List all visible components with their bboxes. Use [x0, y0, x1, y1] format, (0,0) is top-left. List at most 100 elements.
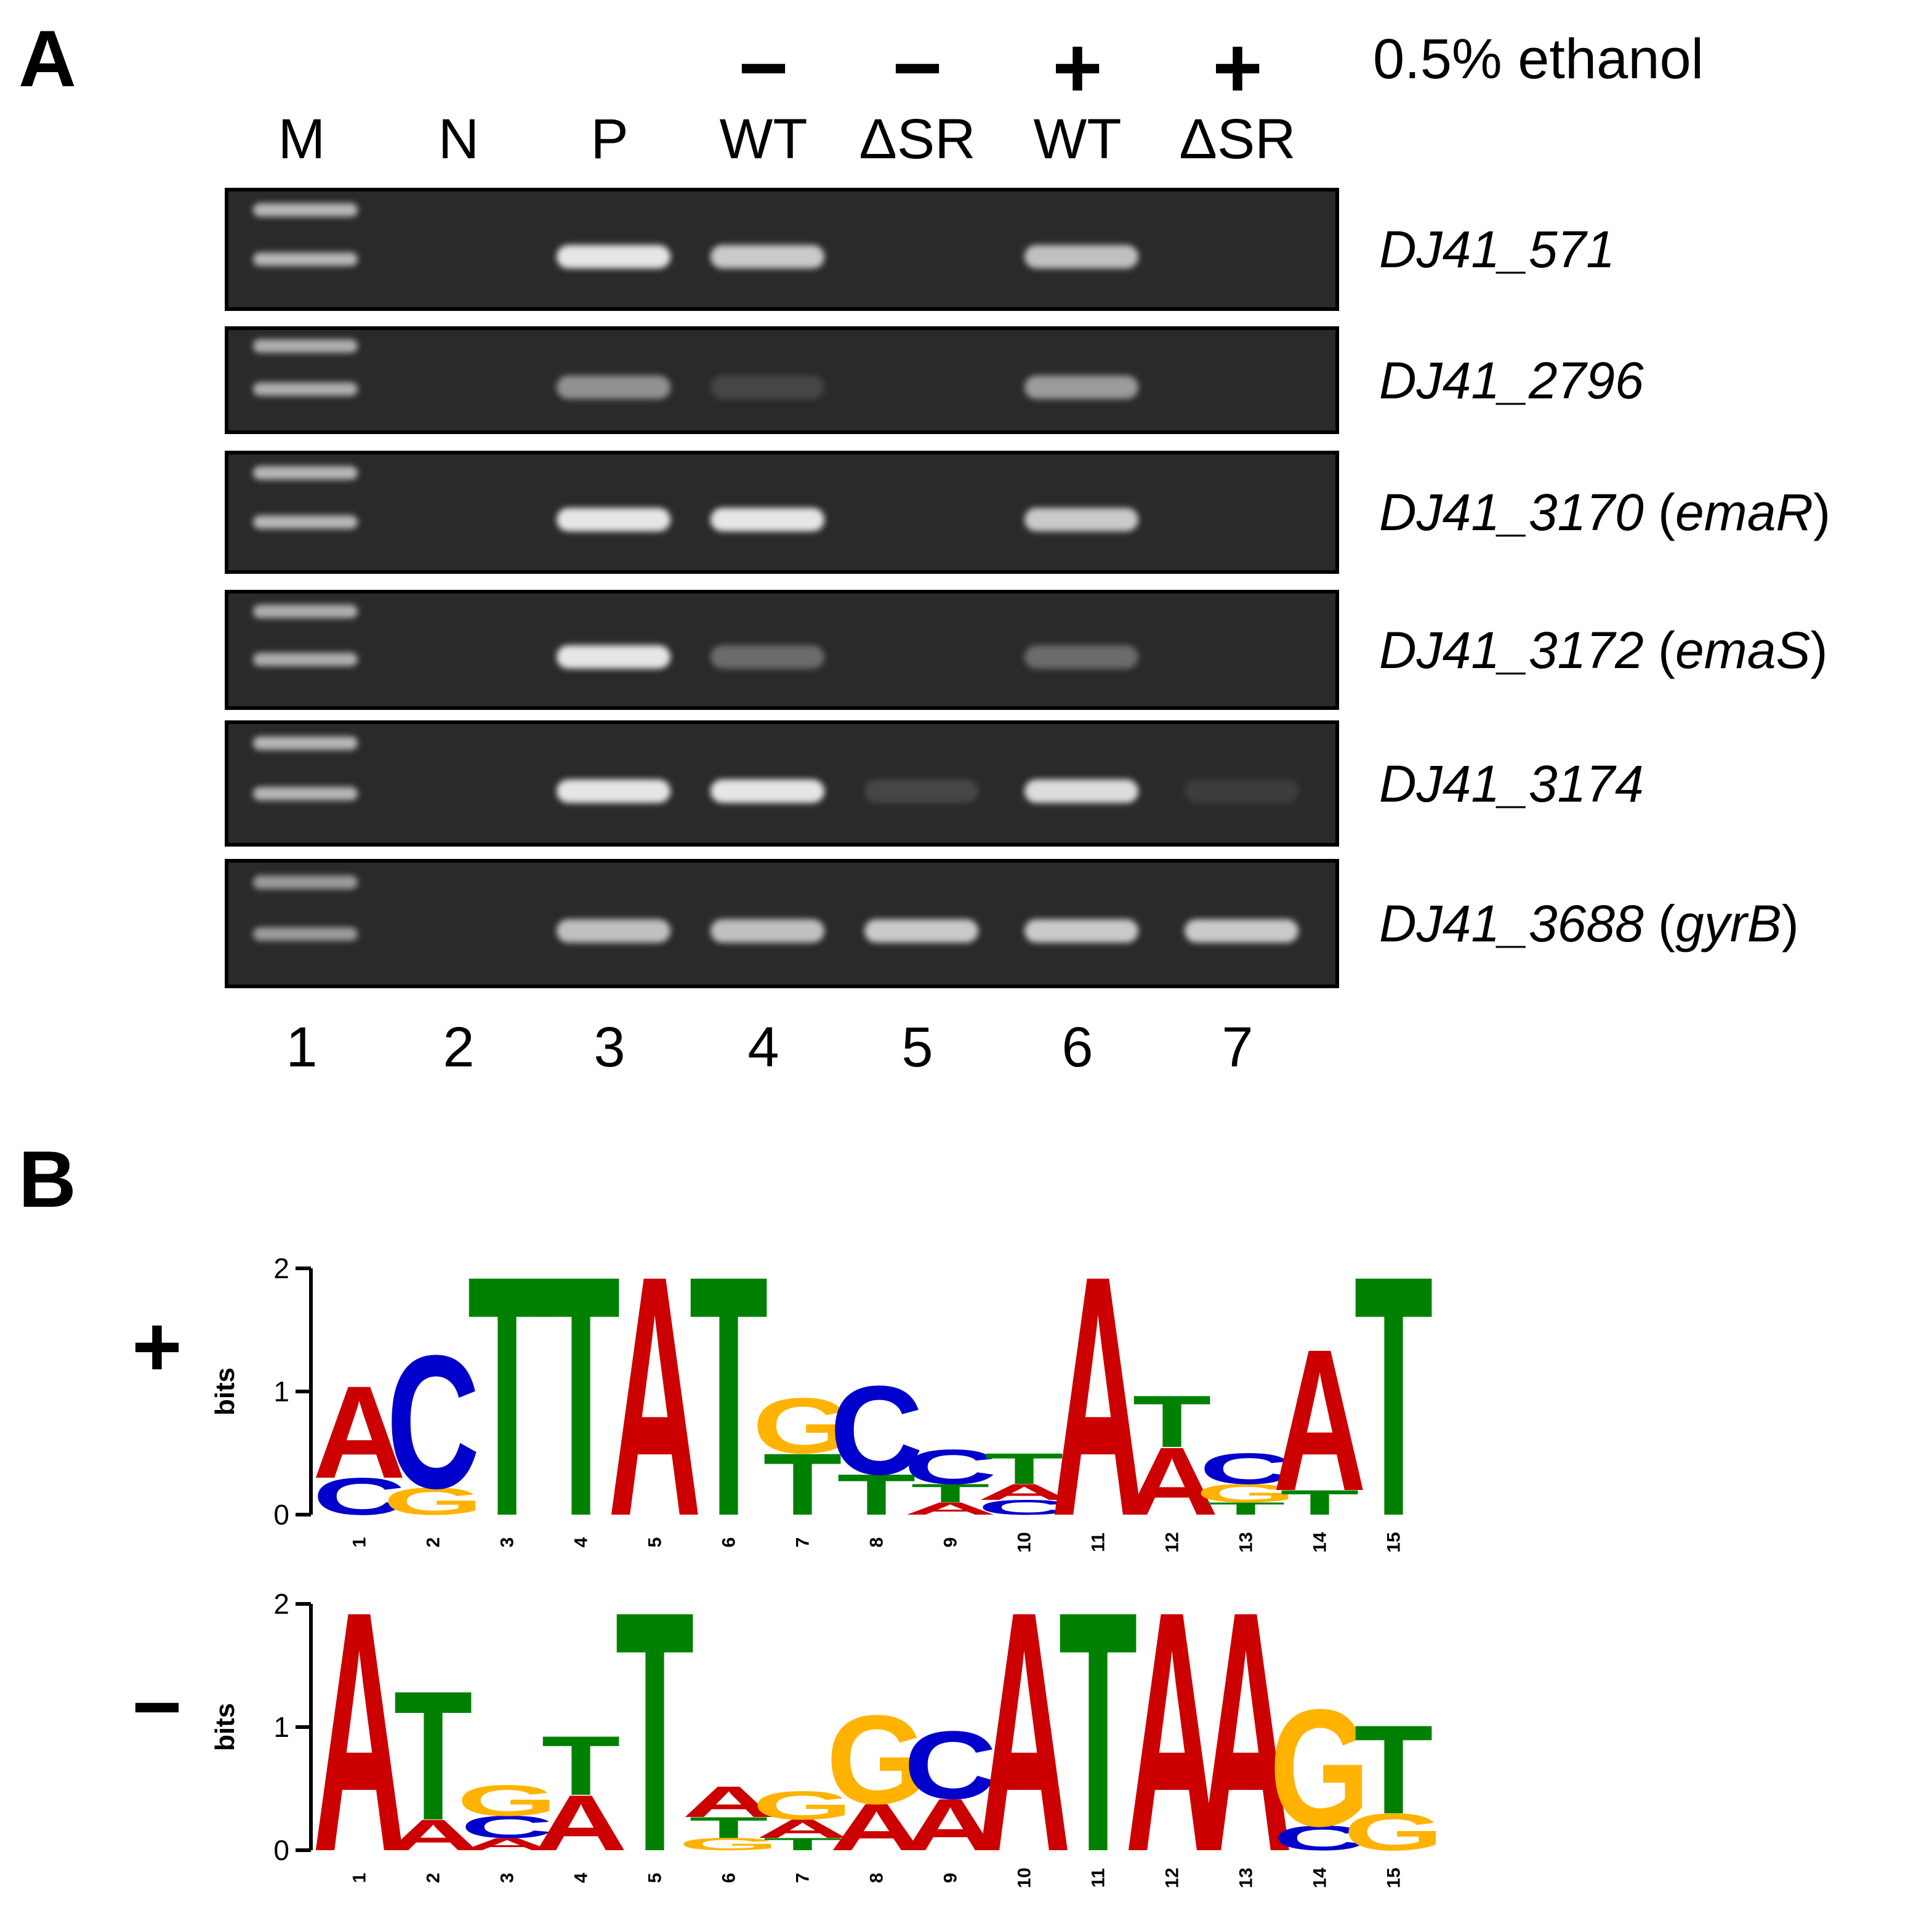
- pcr-band: [1024, 508, 1138, 531]
- y-tick-label: 1: [273, 1375, 289, 1408]
- lane-number: 4: [747, 1016, 779, 1079]
- logo-letter-G: G: [1270, 1675, 1370, 1861]
- ethanol-sign: +: [1212, 19, 1263, 116]
- lane-header: ΔSR: [1179, 108, 1296, 171]
- logo-letter-C: C: [1199, 1444, 1293, 1494]
- position-label: 7: [793, 1537, 813, 1548]
- ethanol-sign: +: [1052, 19, 1103, 116]
- logo-letter-T: T: [393, 1653, 472, 1859]
- gene-label: DJ41_3688 (gyrB): [1379, 895, 1799, 952]
- logo-letter-T: T: [541, 1205, 620, 1588]
- position-label: 11: [1089, 1868, 1109, 1888]
- pcr-band: [710, 245, 824, 268]
- logo-letter-A: A: [978, 1540, 1071, 1915]
- lane-number: 1: [286, 1016, 318, 1079]
- pcr-band: [556, 508, 670, 531]
- gene-id: DJ41_3172: [1379, 621, 1644, 679]
- strand-sign: +: [132, 1298, 182, 1395]
- marker-band: [253, 339, 358, 353]
- logo-letter-G: G: [826, 1689, 927, 1831]
- marker-band: [253, 927, 358, 941]
- logo-letter-A: A: [313, 1358, 406, 1505]
- logo-letter-T: T: [763, 1435, 842, 1534]
- gel-image: [225, 720, 1339, 847]
- logo-letter-G: G: [457, 1776, 557, 1826]
- y-axis-label: bits: [210, 1367, 240, 1416]
- pcr-band: [1184, 779, 1298, 803]
- logo-letter-T: T: [467, 1205, 546, 1588]
- pcr-band: [1184, 919, 1298, 943]
- logo-letter-T: T: [837, 1462, 916, 1527]
- pcr-band: [864, 779, 978, 803]
- logo-letter-A: A: [1273, 1307, 1367, 1533]
- position-label: 12: [1162, 1867, 1183, 1888]
- logo-letter-A: A: [1125, 1540, 1219, 1915]
- position-label: 7: [793, 1873, 813, 1883]
- pcr-band: [1024, 919, 1138, 943]
- position-label: 15: [1384, 1532, 1404, 1552]
- marker-band: [253, 605, 358, 619]
- logo-letter-C: C: [904, 1440, 997, 1495]
- logo-letter-T: T: [689, 1205, 768, 1588]
- lane-number: 5: [901, 1016, 933, 1079]
- marker-band: [253, 466, 358, 480]
- position-label: 3: [497, 1537, 518, 1548]
- marker-band: [253, 382, 358, 396]
- pcr-band: [1024, 645, 1138, 669]
- logo-letter-T: T: [1132, 1380, 1211, 1463]
- gel-image: [225, 188, 1339, 311]
- logo-letter-T: T: [615, 1540, 694, 1915]
- logo-letter-A: A: [978, 1479, 1071, 1505]
- gene-name: gyrB: [1675, 895, 1782, 952]
- gene-id: DJ41_3170: [1379, 483, 1644, 541]
- lane-header: WT: [719, 108, 808, 171]
- pcr-band: [710, 508, 824, 531]
- pcr-band: [710, 779, 824, 803]
- logo-letter-G: G: [752, 1381, 853, 1470]
- marker-band: [253, 203, 358, 217]
- y-tick-label: 1: [273, 1711, 289, 1743]
- position-label: 10: [1015, 1532, 1035, 1552]
- ethanol-sign: −: [892, 19, 943, 116]
- logo-letter-T: T: [1058, 1540, 1137, 1915]
- logo-letter-T: T: [689, 1811, 768, 1844]
- logo-letter-T: T: [541, 1718, 620, 1813]
- gene-id: DJ41_3174: [1379, 754, 1644, 813]
- gene-label: DJ41_2796: [1379, 355, 1644, 406]
- panel-b-label: B: [18, 1134, 76, 1224]
- position-label: 5: [645, 1537, 666, 1548]
- logo-letter-A: A: [1199, 1540, 1293, 1915]
- logo-letter-C: C: [978, 1496, 1071, 1519]
- position-label: 9: [941, 1537, 961, 1548]
- pcr-band: [1024, 779, 1138, 803]
- marker-band: [253, 736, 358, 750]
- marker-band: [253, 875, 358, 889]
- y-tick-label: 0: [273, 1834, 289, 1866]
- logo-letter-A: A: [830, 1790, 924, 1865]
- logo-letter-A: A: [534, 1778, 628, 1867]
- pcr-band: [556, 919, 670, 943]
- position-label: 4: [571, 1537, 592, 1547]
- position-label: 6: [719, 1537, 739, 1548]
- gene-label: DJ41_3170 (emaR): [1379, 483, 1831, 541]
- position-label: 2: [424, 1873, 444, 1883]
- y-tick-label: 0: [273, 1499, 289, 1531]
- position-label: 1: [350, 1873, 370, 1883]
- strand-sign: −: [132, 1658, 182, 1755]
- y-tick-label: 2: [273, 1252, 289, 1284]
- marker-band: [253, 515, 358, 529]
- marker-band: [253, 252, 358, 266]
- logo-letter-A: A: [387, 1811, 480, 1860]
- pcr-band: [710, 376, 824, 399]
- position-label: 10: [1015, 1867, 1035, 1888]
- logo-letter-G: G: [678, 1834, 779, 1854]
- position-label: 11: [1089, 1532, 1109, 1552]
- logo-letter-T: T: [1206, 1499, 1285, 1518]
- position-label: 13: [1236, 1867, 1257, 1888]
- marker-band: [253, 786, 358, 800]
- pcr-band: [556, 376, 670, 399]
- logo-letter-G: G: [752, 1782, 853, 1827]
- ethanol-label: 0.5% ethanol: [1373, 28, 1704, 91]
- logo-letter-C: C: [830, 1360, 924, 1502]
- lane-number: 6: [1061, 1016, 1093, 1079]
